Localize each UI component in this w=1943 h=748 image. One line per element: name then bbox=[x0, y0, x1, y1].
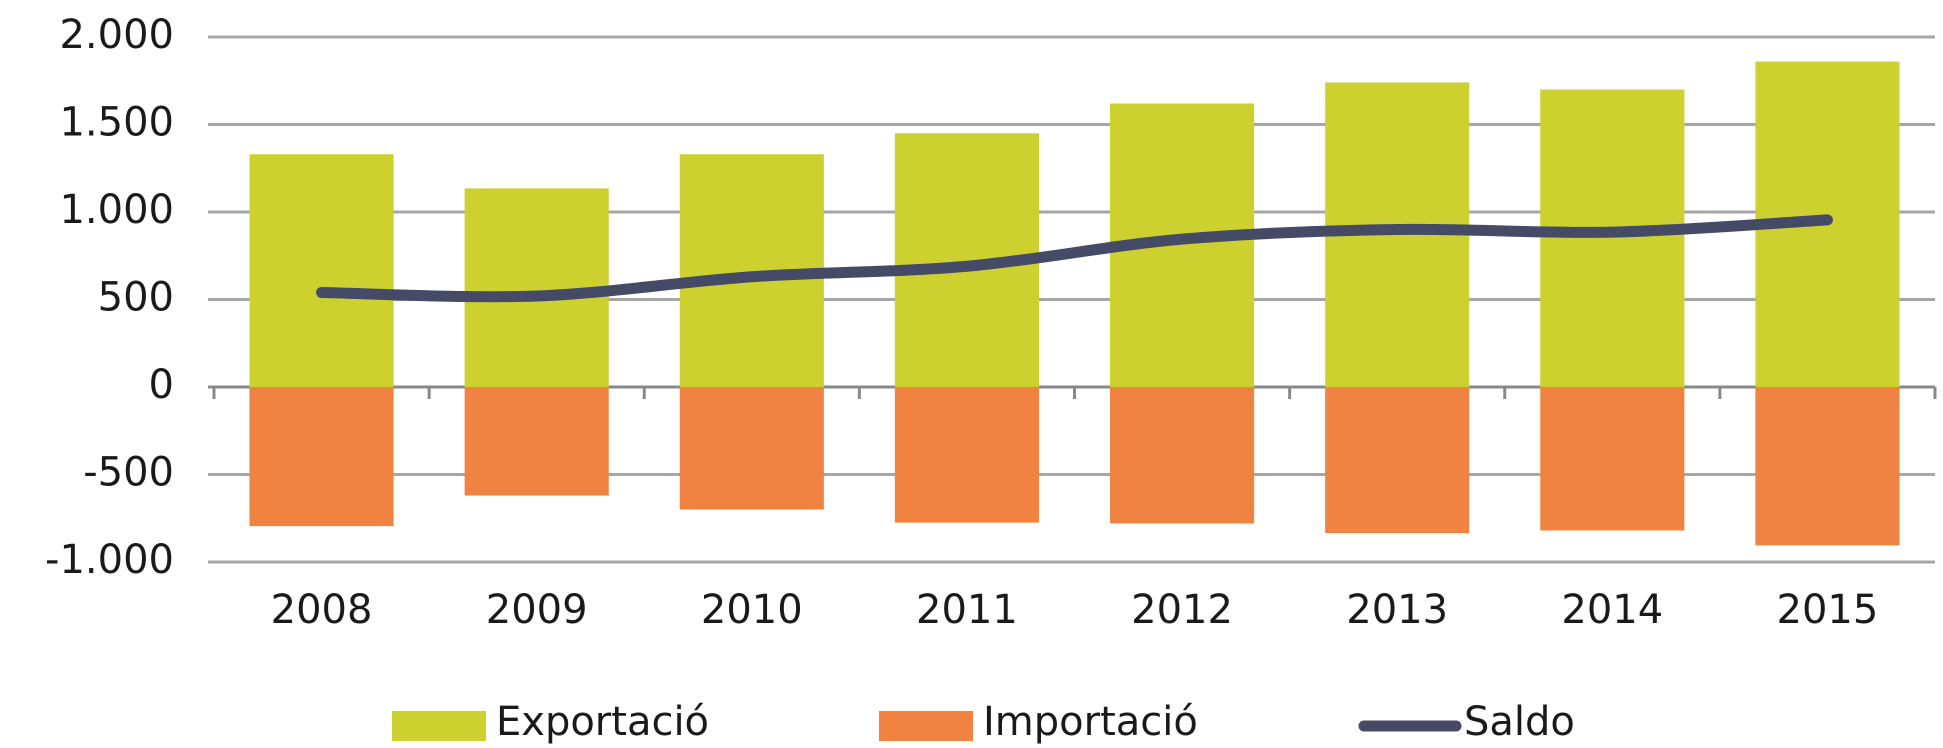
y-tick-label: 2.000 bbox=[59, 12, 174, 58]
y-tick-label: 0 bbox=[149, 362, 174, 408]
line bbox=[316, 214, 1833, 303]
y-tick-label: -500 bbox=[83, 450, 174, 496]
bar bbox=[464, 387, 609, 496]
bar bbox=[894, 387, 1040, 523]
y-tick-label: 1.000 bbox=[59, 187, 174, 233]
bar bbox=[1540, 89, 1685, 387]
x-tick-label: 2014 bbox=[1561, 587, 1663, 633]
y-tick-label: 1.500 bbox=[59, 100, 174, 146]
bar bbox=[1755, 387, 1900, 546]
x-tick-label: 2008 bbox=[271, 587, 373, 633]
legend-swatch bbox=[879, 711, 973, 741]
bar bbox=[679, 387, 824, 510]
bar bbox=[1109, 387, 1255, 524]
x-tick-label: 2015 bbox=[1777, 587, 1879, 633]
x-tick-label: 2009 bbox=[486, 587, 588, 633]
legend-label: Importació bbox=[983, 699, 1198, 745]
x-tick-label: 2012 bbox=[1131, 587, 1233, 633]
x-tick-label: 2010 bbox=[701, 587, 803, 633]
y-tick-label: 500 bbox=[98, 275, 174, 321]
bar bbox=[249, 387, 394, 527]
y-tick-label: -1.000 bbox=[45, 537, 174, 583]
bar bbox=[1325, 387, 1470, 534]
x-tick-label: 2011 bbox=[916, 587, 1018, 633]
bar bbox=[249, 154, 394, 387]
legend-swatch bbox=[392, 711, 486, 741]
bar bbox=[1540, 387, 1685, 531]
legend-label: Saldo bbox=[1464, 699, 1575, 745]
x-tick-label: 2013 bbox=[1346, 587, 1448, 633]
legend-label: Exportació bbox=[496, 699, 709, 745]
